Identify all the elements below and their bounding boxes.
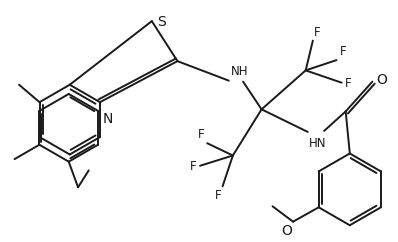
Text: NH: NH (231, 65, 248, 77)
Text: N: N (103, 113, 113, 126)
Text: HN: HN (309, 137, 326, 150)
Text: F: F (197, 128, 204, 141)
Text: F: F (345, 77, 351, 90)
Text: O: O (281, 224, 292, 238)
Text: F: F (314, 26, 320, 38)
Text: F: F (339, 45, 346, 58)
Text: F: F (190, 160, 197, 173)
Text: S: S (157, 15, 166, 29)
Text: F: F (215, 189, 222, 202)
Text: O: O (377, 73, 387, 87)
